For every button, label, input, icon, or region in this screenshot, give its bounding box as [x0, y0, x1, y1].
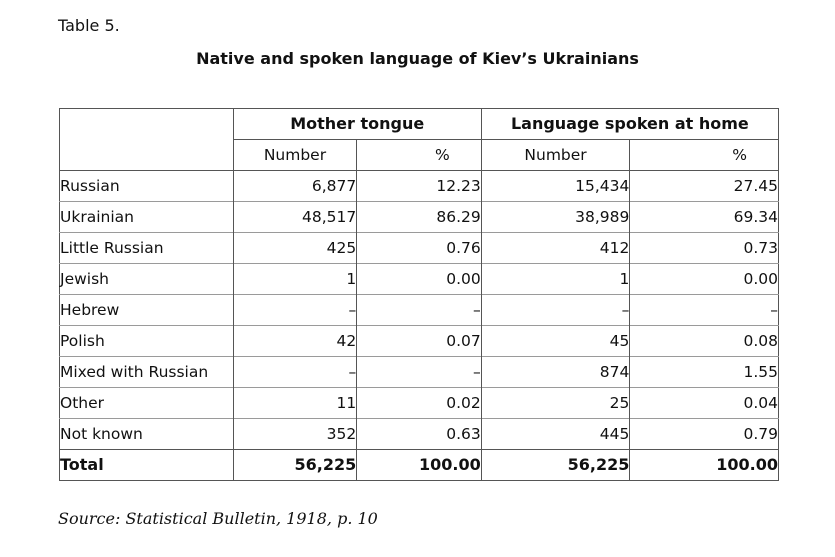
table-row: Ukrainian 48,517 86.29 38,989 69.34	[59, 201, 779, 233]
cell-mother-percent: 0.02	[356, 387, 482, 419]
table-row: Russian 6,877 12.23 15,434 27.45	[59, 170, 779, 202]
cell-mother-percent: 100.00	[356, 449, 482, 481]
cell-home-percent: 0.04	[629, 387, 779, 419]
cell-mother-number: 48,517	[232, 201, 357, 233]
cell-home-number: 25	[480, 387, 630, 419]
column-header-home-number: Number	[480, 139, 630, 171]
cell-home-percent: 1.55	[629, 356, 779, 388]
group-header-home-language: Language spoken at home	[480, 108, 779, 140]
cell-mother-number: 352	[232, 418, 357, 450]
source-note: Source: Statistical Bulletin, 1918, p. 1…	[58, 509, 378, 528]
cell-home-number: 45	[480, 325, 630, 357]
cell-home-number: 15,434	[480, 170, 630, 202]
cell-mother-number: –	[232, 294, 357, 326]
cell-mother-number: 425	[232, 232, 357, 264]
table-number-label: Table 5.	[58, 16, 120, 35]
cell-mother-percent: –	[356, 294, 482, 326]
cell-mother-percent: –	[356, 356, 482, 388]
cell-home-number: 874	[480, 356, 630, 388]
cell-home-percent: –	[629, 294, 779, 326]
cell-home-percent: 0.73	[629, 232, 779, 264]
table-row: Mixed with Russian – –874 1.55	[59, 356, 779, 388]
cell-home-percent: 27.45	[629, 170, 779, 202]
row-label: Not known	[59, 418, 234, 450]
row-label: Ukrainian	[59, 201, 234, 233]
total-row: Total 56,225 100.00 56,225 100.00	[59, 449, 779, 481]
cell-home-percent: 69.34	[629, 201, 779, 233]
cell-mother-percent: 12.23	[356, 170, 482, 202]
cell-home-number: 412	[480, 232, 630, 264]
table-row: Jewish 1 0.00 1 0.00	[59, 263, 779, 295]
row-label: Mixed with Russian	[59, 356, 234, 388]
cell-mother-percent: 0.00	[356, 263, 482, 295]
cell-mother-percent: 0.07	[356, 325, 482, 357]
cell-home-percent: 100.00	[629, 449, 779, 481]
table-row: Polish 42 0.07 45 0.08	[59, 325, 779, 357]
table-body: Russian 6,877 12.23 15,434 27.45 Ukrainian 48,…	[59, 170, 779, 481]
row-label: Other	[59, 387, 234, 419]
corner-cell	[60, 109, 234, 171]
group-header-mother-tongue: Mother tongue	[232, 108, 482, 140]
column-header-mother-percent: %	[356, 139, 482, 171]
cell-mother-number: 6,877	[232, 170, 357, 202]
row-label: Jewish	[59, 263, 234, 295]
cell-home-number: 56,225	[480, 449, 630, 481]
column-header-mother-number: Number	[232, 139, 357, 171]
column-header-home-percent: %	[629, 139, 779, 171]
row-label: Polish	[59, 325, 234, 357]
cell-home-number: –	[480, 294, 630, 326]
row-label: Russian	[59, 170, 234, 202]
table-row: Other 11 0.02 25 0.04	[59, 387, 779, 419]
cell-home-number: 1	[480, 263, 630, 295]
cell-home-number: 38,989	[480, 201, 630, 233]
cell-mother-number: 56,225	[232, 449, 357, 481]
language-table: Mother tongue Language spoken at home Nu…	[59, 108, 779, 481]
cell-mother-number: –	[232, 356, 357, 388]
table-row: Not known 352 0.63 445 0.79	[59, 418, 779, 450]
cell-mother-number: 1	[232, 263, 357, 295]
cell-home-percent: 0.79	[629, 418, 779, 450]
row-label: Hebrew	[59, 294, 234, 326]
cell-mother-percent: 86.29	[356, 201, 482, 233]
row-label: Little Russian	[59, 232, 234, 264]
row-label: Total	[59, 449, 234, 481]
cell-mother-number: 42	[232, 325, 357, 357]
cell-home-percent: 0.08	[629, 325, 779, 357]
table-title: Native and spoken language of Kiev’s Ukr…	[196, 49, 639, 68]
cell-home-percent: 0.00	[629, 263, 779, 295]
cell-mother-percent: 0.63	[356, 418, 482, 450]
cell-mother-number: 11	[232, 387, 357, 419]
cell-mother-percent: 0.76	[356, 232, 482, 264]
table-row: Hebrew – – – –	[59, 294, 779, 326]
table-row: Little Russian 425 0.76 412 0.73	[59, 232, 779, 264]
cell-home-number: 445	[480, 418, 630, 450]
